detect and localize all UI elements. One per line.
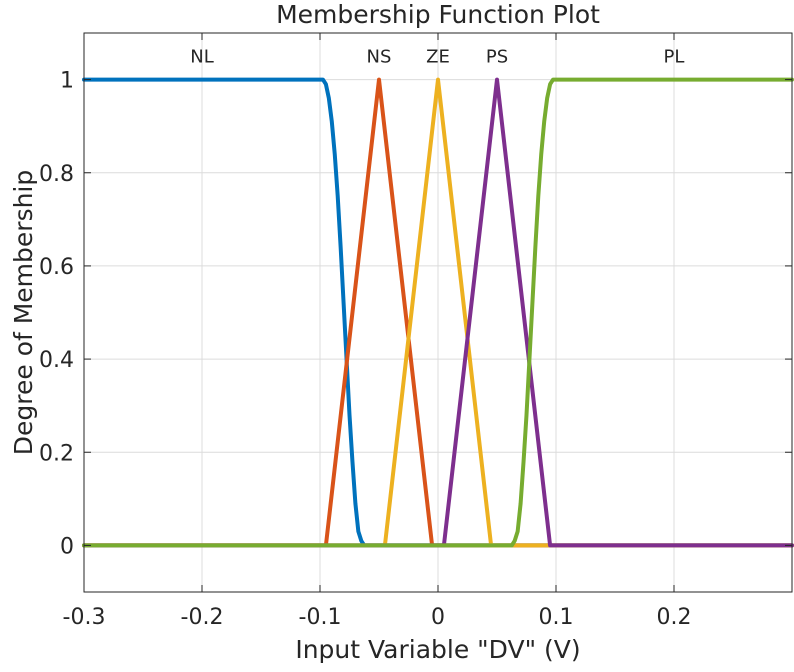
- x-tick-label: -0.1: [299, 605, 342, 630]
- mf-label-ze: ZE: [426, 46, 450, 67]
- series-pl-line: [82, 77, 794, 548]
- x-tick-label: -0.2: [181, 605, 224, 630]
- mf-label-nl: NL: [190, 46, 214, 67]
- ticks: -0.3 -0.2 -0.1 0 0.1 0.2 0 0.2 0.4 0.6 0.8 1: [39, 33, 792, 630]
- series-lines: [82, 77, 794, 548]
- x-tick-label: 0.1: [539, 605, 574, 630]
- x-tick-label: -0.3: [63, 605, 106, 630]
- chart-title: Membership Function Plot: [276, 0, 600, 29]
- x-tick-label: 0.2: [657, 605, 692, 630]
- y-axis-label: Degree of Membership: [9, 170, 38, 456]
- y-tick-label: 0.8: [39, 162, 74, 187]
- mf-annotations: NL NS ZE PS PL: [190, 46, 684, 67]
- grid: [83, 33, 792, 592]
- y-tick-label: 0: [60, 534, 74, 559]
- x-tick-label: 0: [431, 605, 445, 630]
- x-axis-label: Input Variable "DV" (V): [295, 635, 580, 664]
- mf-label-pl: PL: [664, 46, 685, 67]
- y-tick-label: 0.6: [39, 255, 74, 280]
- y-tick-label: 1: [60, 69, 74, 94]
- y-tick-label: 0.4: [39, 348, 74, 373]
- y-tick-label: 0.2: [39, 441, 74, 466]
- series-nl-line: [82, 77, 794, 548]
- mf-label-ns: NS: [367, 46, 392, 67]
- mf-label-ps: PS: [486, 46, 508, 67]
